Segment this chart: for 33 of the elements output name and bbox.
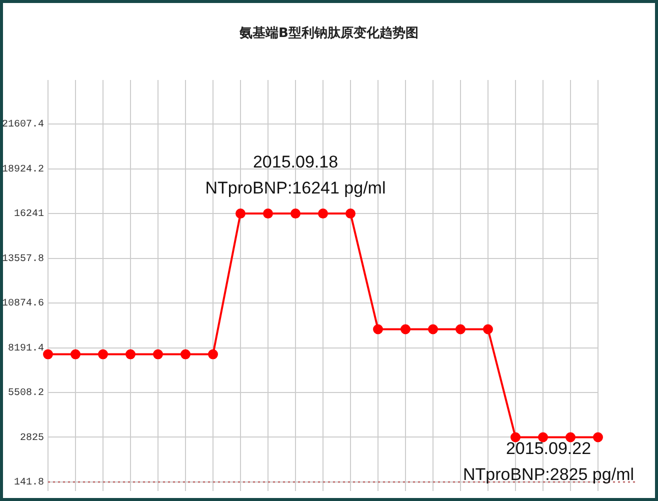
point (593, 432, 603, 442)
point (318, 208, 328, 219)
y-tick-label: 8191.4 (8, 343, 44, 354)
y-tick-label: 2825 (20, 432, 44, 444)
y-tick-label: 16241 (14, 209, 44, 220)
annotation: 2015.09.18 NTproBNP:16241 pg/ml (205, 152, 386, 198)
point (400, 324, 410, 334)
point (538, 432, 548, 442)
point (126, 349, 136, 360)
y-tick-label: 18924.2 (2, 164, 44, 176)
y-tick-label: 5508.2 (8, 388, 44, 400)
y-tick-label: 141.8 (14, 478, 44, 489)
point (153, 349, 163, 360)
point (70, 349, 80, 360)
point (428, 324, 438, 334)
y-tick-label: 21607.4 (2, 120, 44, 131)
point (263, 208, 273, 219)
chart-title: 氨基端B型利钠肽原变化趋势图 (238, 25, 418, 41)
y-tick-label: 13557.8 (2, 254, 44, 265)
point (346, 208, 356, 219)
point (290, 208, 300, 219)
point (43, 349, 53, 360)
point (456, 324, 466, 334)
annotation: 2015.09.22 NTproBNP:2825 pg/ml (462, 439, 634, 484)
point (236, 208, 246, 219)
point (483, 324, 493, 334)
point (98, 349, 108, 360)
point (373, 324, 383, 334)
point (180, 349, 190, 360)
y-tick-label: 10874.6 (2, 298, 44, 310)
point (208, 349, 218, 360)
point (510, 432, 520, 442)
point (566, 432, 576, 442)
